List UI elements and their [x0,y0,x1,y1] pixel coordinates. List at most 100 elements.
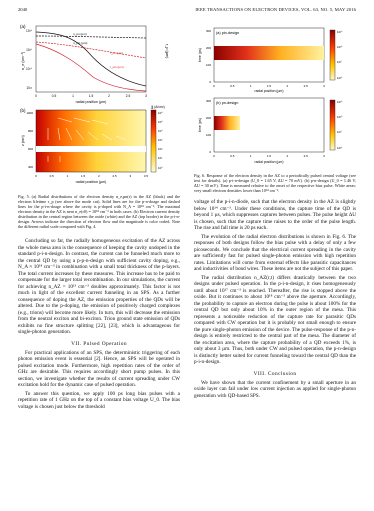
fig5b-xtick: 1.5 [81,174,86,178]
fig6b-xtick: 0 [213,154,215,158]
section-heading: VII. Pulsed Operation [71,340,127,347]
fig6b-heatmap [214,116,240,130]
fig6b-ytick: 300 [206,99,211,103]
fig6a-cbar-tick: 10¹⁸ [337,45,343,49]
fig5a-label: (a) [20,24,26,29]
fig5b-colorbar [150,109,157,173]
fig5b-xtick: 0 [35,174,37,178]
fig6a-cbar-tick: 10¹⁷ [337,60,342,64]
figure-5: (a) n_e (cm⁻³) r_p (µm) 10¹⁸ 10¹⁶ 10¹⁴ 1… [18,22,180,229]
fig5a-xtick: 1.5 [89,94,94,98]
fig5a-curve-label: r_pn (µm) [110,51,123,55]
fig5a-curve-r-pin [35,41,147,59]
fig5b-cbar-tick: 10⁵ [158,120,163,124]
fig6b-cbar-tick: 10¹⁶ [337,146,343,150]
fig6b-colorbar [329,99,336,151]
fig6a-xlabel: radial position (µm) [255,89,284,93]
fig5b-ytick: 800 [28,129,33,133]
fig6b-label: (b) pn-design [216,101,238,105]
fig6a-heatmap [214,46,324,60]
fig6b-xlabel: radial position (µm) [255,160,284,164]
fig6a-xtick: 0 [213,84,215,88]
fig5b-oxide-layer [36,146,146,152]
fig5a-ylabel: n_e (cm⁻³) [21,51,25,70]
left-column: (a) n_e (cm⁻³) r_p (µm) 10¹⁸ 10¹⁶ 10¹⁴ 1… [18,22,180,412]
fig6b-xtick: 1 [250,154,252,158]
fig6a-colorbar [329,29,336,81]
fig6b-xtick: 0.5 [230,154,235,158]
fig6a-ylabel: time (ps) [198,48,202,62]
fig5a-right-ylabel: r_p (µm) [165,44,169,59]
figure-5-caption: Fig. 5. (a) Radial distributions of the … [18,194,180,229]
fig5a-xtick: 2.5 [126,94,131,98]
fig6a-xtick: 1.5 [267,84,272,88]
fig5b-ylabel: z (nm) [21,135,25,146]
fig6a-ytick: 200 [206,46,211,50]
fig5a-ytick: 10¹² [26,86,32,90]
fig6b-ytick: 100 [206,133,211,137]
fig6b-cbar-tick: 10¹⁹ [337,100,343,104]
fig5b-xtick: 2.5 [113,174,118,178]
fig5b-ytick: 600 [28,147,33,151]
figure-5-plots: (a) n_e (cm⁻³) r_p (µm) 10¹⁸ 10¹⁶ 10¹⁴ 1… [20,24,169,184]
page-number: 2040 [18,7,28,12]
fig6a-ytick: 0 [209,80,211,84]
section-heading: VIII. Conclusion [253,370,297,377]
fig6b-xtick: 1.5 [267,154,272,158]
fig5b-xtick: 0.5 [50,174,55,178]
paragraph: We have shown that the current confineme… [194,379,356,399]
fig5a-xtick: 3 [145,94,147,98]
fig5b-colorbar-title: |j| (A/cm²) [151,105,165,109]
fig6a-label: (a) pin-design [216,31,239,35]
fig5a-xtick: 0 [35,94,37,98]
paragraph: The radial distribution n_AZ(r,t) differ… [194,274,356,366]
fig5a-ytick: 10¹⁸ [26,29,33,33]
right-body: voltage of the p-i-n-diode, such that th… [194,199,356,399]
fig6b-ytick: 200 [206,116,211,120]
figure-6-plots: (a) pin-design time (ps) 300 200 100 0 0… [198,27,343,164]
fig5a-ytick: 10¹⁶ [26,48,33,52]
fig6b-ytick: 0 [209,150,211,154]
fig5b-ytick: 400 [28,165,33,169]
fig5b-cbar-tick: 10¹ [158,156,162,160]
fig5b-cbar-tick: 10³ [158,138,162,142]
figure-6: (a) pin-design time (ps) 300 200 100 0 0… [194,22,356,193]
paragraph: voltage of the p-i-n-diode, such that th… [194,199,356,231]
fig5b-label: (b) [20,108,26,113]
fig6b-cbar-tick: 10¹⁷ [337,130,342,134]
journal-header: IEEE TRANSACTIONS ON ELECTRON DEVICES, V… [195,7,356,12]
fig6a-xtick: 3 [323,84,325,88]
fig6a-xtick: 2 [286,84,288,88]
fig5b-cbar-tick: 10⁴ [158,129,163,133]
fig6a-xtick: 0.5 [230,84,235,88]
fig5a-curve-n-pn [35,31,147,87]
fig5a-frame [35,25,147,93]
fig5b-current-arrows [47,117,127,162]
fig5b-cbar-tick: 10⁶ [158,111,163,115]
fig5a-xtick: 1 [72,94,74,98]
fig5a-curve-label: r_pin (µm) [110,65,124,69]
fig5a-curve-label: n_pn (µm) [73,32,87,36]
fig5a-curve-label: n_pin (µm) [73,41,87,45]
paragraph: The evolution of the radial electron dis… [194,233,356,273]
fig5a-curve-r-pn [35,43,147,92]
paragraph: Concluding so far, the radially homogene… [18,238,180,335]
fig5a-xtick: 2 [108,94,110,98]
fig5a-curve-n-pin [35,35,147,39]
fig6b-xtick: 2.5 [304,154,309,158]
paragraph: For practical applications of an SPS, th… [18,349,180,389]
fig5b-ytick: 1000 [26,111,33,115]
fig6b-xtick: 2 [286,154,288,158]
right-column: (a) pin-design time (ps) 300 200 100 0 0… [194,22,356,401]
fig5b-xtick: 3 [129,174,131,178]
fig5b-xlabel: radial position (µm) [76,180,107,184]
fig5a-ytick: 10¹⁴ [26,67,33,71]
fig5b-cbar-tick: 10² [158,147,162,151]
fig5b-xtick: 2 [98,174,100,178]
fig6a-cbar-tick: 10¹⁹ [337,30,343,34]
left-body: Concluding so far, the radially homogene… [18,238,180,410]
fig5a-xlabel: radial position (µm) [76,100,107,104]
fig6b-ylabel: time (ps) [198,118,202,132]
fig5b-cbar-tick: 10⁰ [158,166,163,170]
